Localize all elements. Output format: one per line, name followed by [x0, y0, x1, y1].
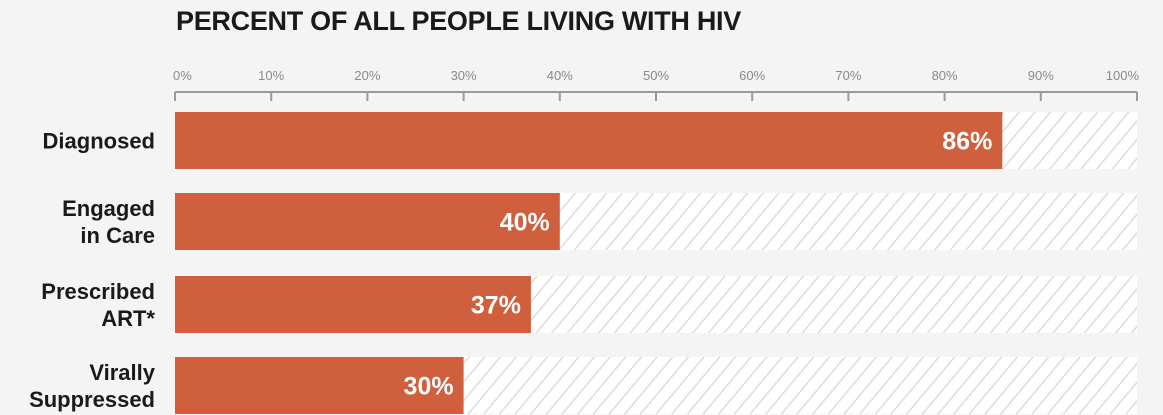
bar-value-label: 30% — [404, 373, 454, 401]
bar-value-label: 86% — [942, 128, 992, 156]
x-tick-label: 60% — [739, 68, 765, 83]
bar — [175, 112, 1003, 169]
x-tick-label: 10% — [258, 68, 284, 83]
bar — [175, 193, 560, 250]
category-label: Diagnosed — [43, 129, 155, 154]
x-tick-label: 40% — [547, 68, 573, 83]
bar — [175, 276, 531, 333]
x-tick-label: 90% — [1028, 68, 1054, 83]
x-tick-label: 50% — [643, 68, 669, 83]
bar — [175, 357, 464, 414]
x-tick-label: 30% — [451, 68, 477, 83]
x-tick-label: 100% — [1106, 68, 1140, 83]
x-axis: 0% 10% 20% 30% 40% 50% 60% 70% 80% 90% 100% — [173, 68, 1139, 101]
category-label: ART* — [101, 306, 155, 331]
chart-title: PERCENT OF ALL PEOPLE LIVING WITH HIV — [176, 6, 741, 36]
category-label: Prescribed — [41, 279, 155, 304]
x-tick-label: 70% — [835, 68, 861, 83]
bar-value-label: 37% — [471, 292, 521, 320]
x-tick-label: 0% — [173, 68, 192, 83]
x-tick-label: 80% — [932, 68, 958, 83]
category-label: in Care — [80, 223, 155, 248]
bar-value-label: 40% — [500, 209, 550, 237]
category-label: Virally — [89, 360, 155, 385]
category-label: Engaged — [62, 196, 155, 221]
category-label: Suppressed — [29, 387, 155, 412]
x-tick-label: 20% — [354, 68, 380, 83]
